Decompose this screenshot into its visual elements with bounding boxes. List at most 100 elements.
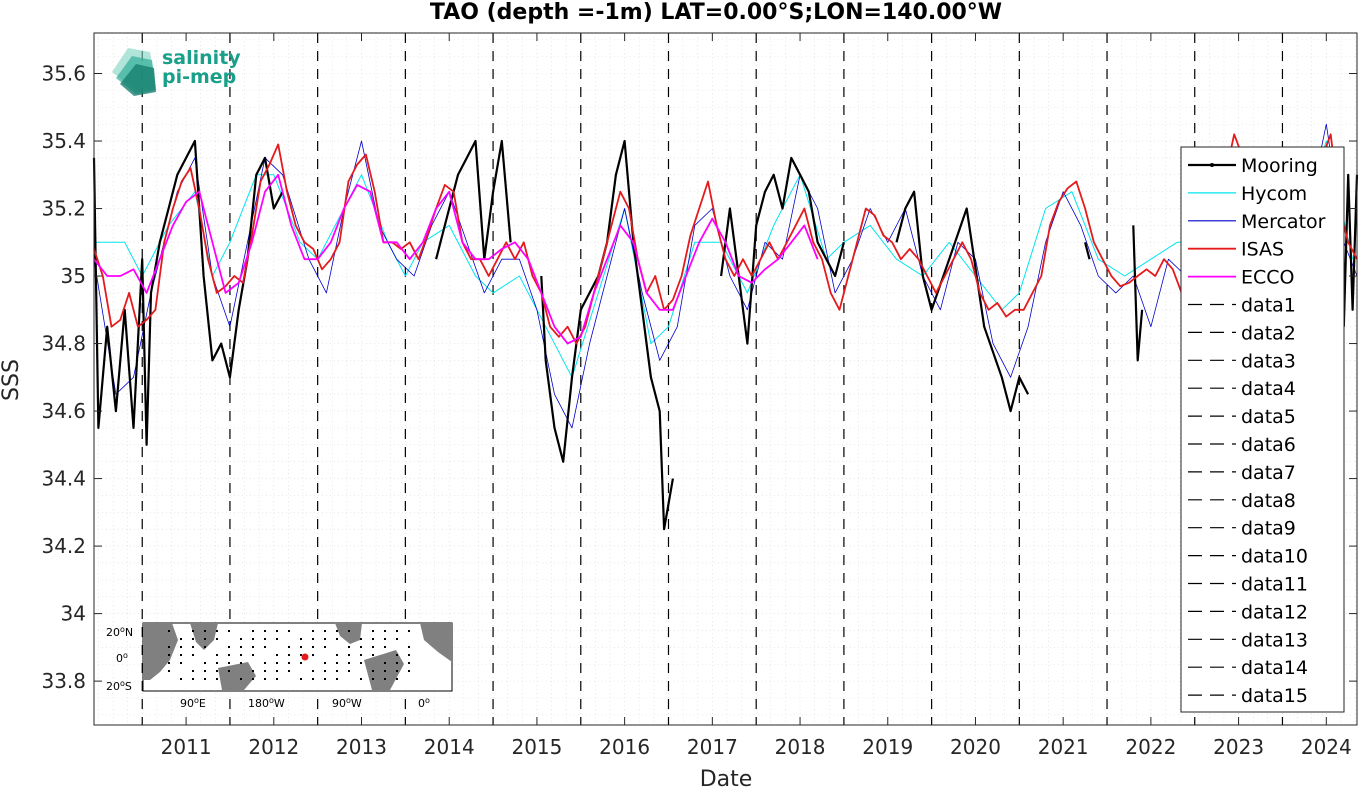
legend-label: Mooring: [1241, 155, 1318, 177]
inset-mooring-dot: [396, 638, 398, 640]
inset-mooring-dot: [252, 646, 254, 648]
inset-mooring-dot: [396, 662, 398, 664]
inset-mooring-dot: [324, 678, 326, 680]
inset-mooring-dot: [372, 630, 374, 632]
inset-mooring-dot: [288, 630, 290, 632]
inset-mooring-dot: [324, 630, 326, 632]
inset-mooring-dot: [216, 654, 218, 656]
inset-mooring-dot: [336, 678, 338, 680]
legend-label: Hycom: [1241, 183, 1307, 205]
legend-label: data1: [1241, 295, 1296, 317]
inset-mooring-dot: [312, 670, 314, 672]
inset-mooring-dot: [300, 678, 302, 680]
inset-mooring-dot: [180, 646, 182, 648]
inset-mooring-dot: [192, 654, 194, 656]
series-line-ecco: [93, 173, 819, 345]
inset-mooring-dot: [300, 646, 302, 648]
inset-mooring-dot: [372, 678, 374, 680]
inset-mooring-dot: [384, 678, 386, 680]
inset-mooring-dot: [216, 630, 218, 632]
logo-line1: salinity: [162, 47, 241, 69]
inset-mooring-dot: [360, 654, 362, 656]
y-ticks: 33.8 34 34.2 34.4 34.6 34.8 35 35.2 35.4 35.6: [41, 62, 1357, 693]
inset-mooring-dot: [384, 646, 386, 648]
inset-mooring-dot: [276, 678, 278, 680]
x-tick-label: 2011: [161, 735, 212, 759]
legend-label: data5: [1241, 406, 1296, 428]
inset-mooring-dot: [180, 678, 182, 680]
inset-mooring-dot: [396, 678, 398, 680]
x-tick-label: 2019: [862, 735, 913, 759]
legend-label: Mercator: [1241, 211, 1326, 233]
legend-label: data14: [1241, 657, 1308, 679]
legend-box: [1180, 146, 1345, 713]
inset-mooring-dot: [204, 630, 206, 632]
inset-mooring-dot: [264, 638, 266, 640]
inset-lon-label-90w: 90oW: [332, 696, 362, 710]
inset-mooring-dot: [336, 654, 338, 656]
legend-label: data15: [1241, 685, 1308, 707]
series-line-hycom: [94, 140, 1354, 378]
inset-mooring-dot: [252, 638, 254, 640]
inset-map-frame: [142, 622, 453, 692]
x-tick-label: 2022: [1125, 735, 1176, 759]
inset-mooring-dot: [384, 630, 386, 632]
y-tick-label: 35.6: [41, 62, 86, 86]
inset-mooring-dot: [216, 670, 218, 672]
y-tick-label: 34.2: [41, 534, 86, 558]
inset-mooring-dot: [396, 654, 398, 656]
series-line-mercator: [93, 123, 1358, 429]
inset-mooring-dot: [324, 662, 326, 664]
x-tick-label: 2017: [687, 735, 738, 759]
y-axis-label: SSS: [0, 359, 24, 401]
inset-mooring-dot: [396, 670, 398, 672]
inset-mooring-dot: [192, 678, 194, 680]
x-tick-label: 2014: [424, 735, 475, 759]
x-tick-label: 2024: [1301, 735, 1352, 759]
inset-mooring-dot: [168, 646, 170, 648]
y-tick-label: 33.8: [41, 669, 86, 693]
legend-label: data3: [1241, 350, 1296, 372]
inset-lat-label-0: 0o: [116, 651, 128, 665]
inset-mooring-dot: [276, 662, 278, 664]
legend-label: data9: [1241, 518, 1296, 540]
inset-mooring-dot: [300, 662, 302, 664]
logo-line2: pi-mep: [162, 66, 236, 88]
inset-mooring-dot: [384, 638, 386, 640]
legend-label: data10: [1241, 546, 1308, 568]
inset-mooring-dot: [216, 638, 218, 640]
x-tick-label: 2021: [1038, 735, 1089, 759]
inset-mooring-dot: [336, 630, 338, 632]
inset-mooring-dot: [372, 654, 374, 656]
inset-mooring-dot: [276, 670, 278, 672]
inset-lon-label-0: 0o: [418, 696, 430, 710]
inset-mooring-dot: [264, 678, 266, 680]
x-tick-label: 2013: [336, 735, 387, 759]
inset-mooring-dot: [288, 654, 290, 656]
y-tick-label: 34.4: [41, 467, 86, 491]
x-tick-label: 2020: [950, 735, 1001, 759]
inset-mooring-dot: [276, 638, 278, 640]
inset-mooring-dot: [408, 630, 410, 632]
x-tick-label: 2023: [1213, 735, 1264, 759]
inset-mooring-dot: [228, 662, 230, 664]
inset-mooring-dot: [288, 646, 290, 648]
inset-mooring-dot: [348, 630, 350, 632]
inset-mooring-dot: [312, 678, 314, 680]
inset-mooring-dot: [192, 638, 194, 640]
inset-mooring-dot: [288, 670, 290, 672]
inset-mooring-dot: [324, 638, 326, 640]
legend-label: data4: [1241, 378, 1296, 400]
inset-mooring-dot: [384, 662, 386, 664]
x-tick-label: 2016: [599, 735, 650, 759]
inset-mooring-dot: [264, 670, 266, 672]
inset-mooring-dot: [180, 654, 182, 656]
inset-mooring-dot: [180, 638, 182, 640]
legend-label: data7: [1241, 462, 1296, 484]
inset-mooring-dot: [408, 646, 410, 648]
series-layer: [92, 123, 1359, 531]
inset-mooring-dot: [228, 654, 230, 656]
inset-mooring-dot: [336, 638, 338, 640]
inset-mooring-dot: [252, 670, 254, 672]
inset-mooring-dot: [360, 678, 362, 680]
